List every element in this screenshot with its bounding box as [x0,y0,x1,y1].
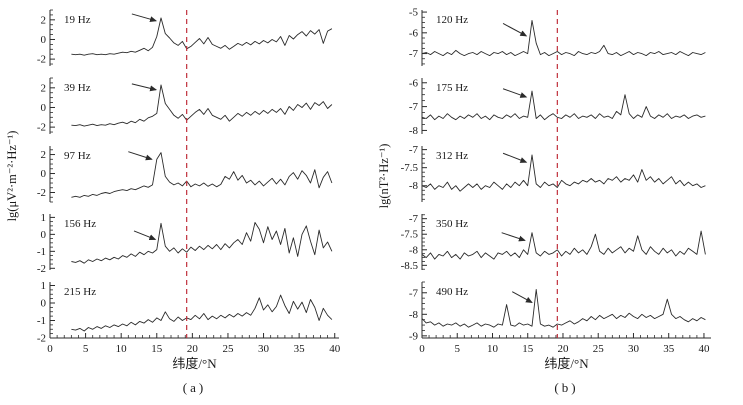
panel-frequency-label: 490 Hz [436,286,468,298]
peak-arrow [133,230,157,241]
panel-frequency-label: 156 Hz [64,218,96,230]
y-tick-label: 0 [41,298,47,310]
series-line-312-hz [421,154,706,192]
y-tick-label: -5 [409,7,419,19]
subplot-caption-a: (a) [182,380,207,395]
x-axis-title-b: 纬度/°N [544,356,589,371]
y-tick-label: -7 [409,213,419,225]
y-tick-label: -8.5 [401,260,419,272]
x-tick-label: 5 [454,343,460,355]
peak-arrow [128,151,153,161]
y-tick-label: 2 [41,82,47,94]
peak-arrow [131,83,158,92]
y-tick-label: -1 [37,315,46,327]
panel-frequency-label: 19 Hz [64,14,91,26]
x-tick-label: 40 [698,343,710,355]
y-tick-label: 1 [41,280,47,292]
y-tick-label: -9 [409,330,419,342]
x-tick-label: 25 [593,343,605,355]
panel-frequency-label: 215 Hz [64,286,96,298]
y-tick-label: -2 [37,122,46,134]
y-tick-label: -7 [409,101,419,113]
panel-frequency-label: 312 Hz [436,150,468,162]
x-tick-label: 0 [47,343,53,355]
y-tick-label: 1 [41,212,47,224]
peak-arrow [131,13,158,23]
series-line-156-hz [71,222,333,264]
x-tick-label: 0 [419,343,425,355]
x-tick-label: 35 [294,343,306,355]
series-line-97-hz [71,152,333,198]
y-tick-label: -2 [37,263,46,275]
peak-arrow [502,152,528,163]
x-tick-label: 10 [487,343,499,355]
x-tick-label: 20 [557,343,569,355]
series-line-19-hz [71,17,333,56]
y-tick-label: -1 [37,246,46,258]
x-tick-label: 5 [83,343,89,355]
x-tick-label: 15 [522,343,534,355]
series-line-215-hz [71,294,333,332]
subplot-column-b: lg(nT²·Hz⁻¹) -5 -6 -7 120 Hz -6 -7 -8 175 Hz -7-… [372,0,743,405]
x-tick-label: 30 [258,343,270,355]
y-tick-label: 2 [41,14,47,26]
x-tick-label: 10 [116,343,128,355]
panel-frequency-label: 175 Hz [436,82,468,94]
x-tick-label: 35 [663,343,675,355]
x-tick-label: 40 [329,343,341,355]
y-tick-label: -8 [409,244,419,256]
y-tick-label: -6 [409,27,419,39]
series-line-175-hz [421,90,706,121]
peak-arrow [511,291,533,303]
y-tick-label: -7.5 [401,162,419,174]
series-line-350-hz [421,230,706,260]
y-tick-label: -8 [409,180,419,192]
y-tick-label: 0 [41,102,47,114]
y-tick-label: 0 [41,168,47,180]
y-tick-label: -8 [409,125,419,137]
subplot-caption-b: (b) [554,380,579,395]
x-tick-label: 25 [222,343,234,355]
peak-arrow [502,23,528,37]
y-tick-label: -7 [409,287,419,299]
x-tick-label: 30 [628,343,640,355]
panel-frequency-label: 350 Hz [436,218,468,230]
y-tick-label: 0 [41,34,47,46]
series-line-490-hz [421,289,706,328]
plot-canvas-b: -5 -6 -7 120 Hz -6 -7 -8 175 Hz -7 -7.5 -8 312 Hz -7… [401,7,711,355]
panel-frequency-label: 97 Hz [64,150,91,162]
x-tick-label: 15 [151,343,163,355]
series-line-39-hz [71,84,333,127]
panel-frequency-label: 120 Hz [436,14,468,26]
peak-arrow [502,88,528,98]
series-line-120-hz [421,19,706,57]
y-tick-label: -2 [37,54,46,66]
peak-arrow [501,232,526,242]
y-tick-label: -2 [37,333,46,345]
x-tick-label: 20 [187,343,199,355]
y-tick-label: -6 [409,77,419,89]
y-tick-label: -7 [409,48,419,60]
y-tick-label: 2 [41,149,47,161]
subplot-column-a: lg(μV²·m⁻²·Hz⁻¹) 2 0 -2 19 Hz 2 0 -2 39 Hz 2 0 -2 9… [0,0,371,405]
x-axis-title-a: 纬度/°N [172,356,217,371]
y-tick-label: -2 [37,187,46,199]
panel-frequency-label: 39 Hz [64,82,91,94]
y-tick-label: -7.5 [401,229,419,241]
y-tick-label: 0 [41,229,47,241]
y-tick-label: -7 [409,144,419,156]
y-tick-label: -8 [409,309,419,321]
